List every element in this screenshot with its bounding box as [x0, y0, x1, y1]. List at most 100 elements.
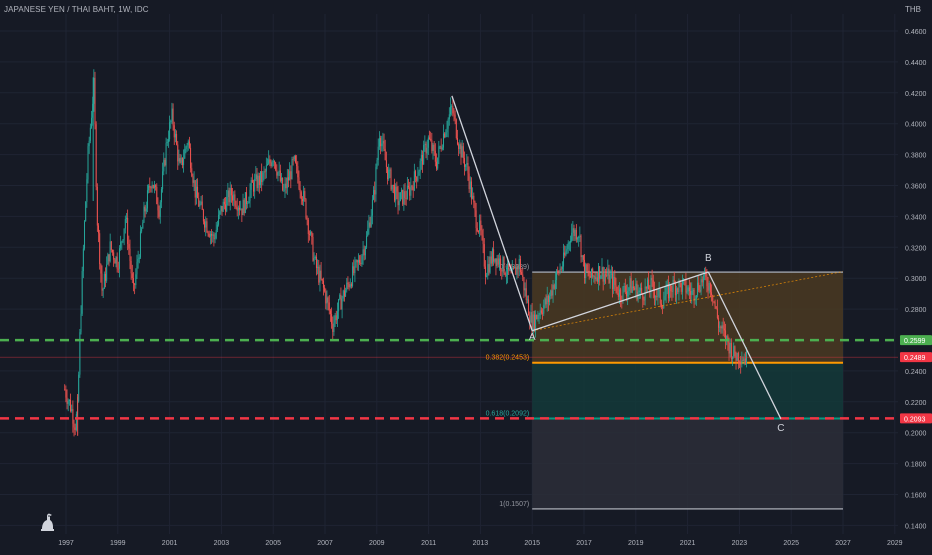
tradingview-logo-icon[interactable]: [38, 512, 56, 532]
candle-body: [204, 221, 206, 228]
candle-body: [401, 189, 403, 193]
candle-body: [208, 233, 210, 237]
candle-body: [518, 258, 520, 270]
candle-body: [691, 290, 693, 295]
candle-body: [286, 177, 288, 189]
x-tick-label: 2011: [421, 540, 436, 547]
candle-body: [430, 138, 432, 141]
candle-body: [416, 176, 418, 181]
candle-body: [587, 270, 589, 272]
candle-body: [643, 299, 645, 301]
candle-body: [93, 77, 95, 104]
candle-body: [498, 258, 500, 265]
candle-body: [143, 206, 145, 223]
candle-body: [700, 279, 702, 292]
y-tick-label: 0.3600: [905, 184, 927, 191]
candle-body: [477, 231, 479, 232]
candle-body: [98, 225, 100, 234]
candle-body: [681, 280, 683, 292]
candle-body: [360, 262, 362, 264]
candle-body: [404, 191, 406, 199]
price-tag[interactable]: [900, 352, 932, 363]
candle-body: [343, 290, 345, 297]
trend-dotted-line[interactable]: [532, 271, 844, 332]
wave-line[interactable]: [531, 271, 709, 332]
candle-body: [487, 264, 489, 276]
candle-body: [348, 284, 350, 288]
candle-body: [340, 294, 342, 310]
candle-body: [263, 171, 265, 173]
candle-body: [701, 279, 703, 283]
wave-line[interactable]: [451, 95, 533, 331]
y-tick-label: 0.3400: [905, 214, 927, 221]
candle-body: [449, 106, 451, 115]
candle-body: [261, 171, 263, 183]
candle-body: [382, 140, 384, 144]
candle-body: [582, 255, 584, 260]
candle-body: [244, 192, 246, 213]
candle-body: [199, 203, 201, 207]
candle-body: [229, 188, 231, 203]
candle-body: [371, 199, 373, 216]
candle-body: [577, 238, 579, 240]
candle-body: [194, 180, 196, 198]
symbol-title[interactable]: JAPANESE YEN / THAI BAHT, 1W, IDC: [4, 5, 149, 14]
candle-body: [741, 360, 743, 365]
candle-body: [179, 158, 181, 163]
candle-body: [317, 266, 319, 268]
candle-body: [515, 266, 517, 275]
candle-body: [233, 194, 235, 201]
candle-body: [391, 184, 393, 190]
candle-body: [516, 265, 518, 275]
candle-body: [667, 284, 669, 299]
candle-body: [627, 291, 629, 297]
candle-body: [388, 169, 390, 180]
candle-body: [271, 161, 273, 167]
candle-body: [148, 185, 150, 191]
candle-body: [220, 205, 222, 212]
candle-body: [206, 221, 208, 233]
candle-body: [409, 187, 411, 196]
candle-body: [658, 289, 660, 291]
candle-body: [253, 182, 255, 192]
candle-body: [326, 297, 328, 304]
candle-body: [628, 287, 630, 292]
candle-body: [547, 295, 549, 302]
y-tick-label: 0.2200: [905, 400, 927, 407]
price-tag[interactable]: [900, 413, 932, 424]
candle-body: [374, 190, 376, 195]
candle-body: [592, 268, 594, 277]
candle-body: [328, 302, 330, 311]
candle-body: [447, 119, 449, 129]
candle-body: [341, 298, 343, 310]
x-tick-label: 2001: [162, 540, 178, 547]
candle-body: [96, 186, 98, 226]
candle-body: [557, 270, 559, 272]
candle-body: [167, 139, 169, 143]
candle-body: [183, 158, 185, 166]
candle-body: [192, 176, 194, 183]
candle-body: [566, 248, 568, 251]
candle-body: [249, 189, 251, 202]
candle-body: [68, 399, 70, 402]
candle-body: [181, 157, 183, 166]
candle-body: [243, 199, 245, 213]
candle-body: [327, 297, 329, 303]
candle-body: [156, 186, 158, 205]
candle-body: [66, 397, 68, 404]
candle-body: [495, 258, 497, 267]
candle-body: [642, 293, 644, 300]
candle-body: [403, 191, 405, 205]
candle-body: [321, 278, 323, 281]
candle-body: [187, 141, 189, 146]
wave-line[interactable]: [707, 271, 782, 420]
candle-body: [129, 248, 131, 261]
candle-body: [235, 205, 237, 208]
candle-body: [291, 159, 293, 180]
candle-body: [223, 201, 225, 205]
candle-body: [136, 261, 138, 275]
price-tag[interactable]: [900, 335, 932, 346]
x-tick-label: 2023: [732, 540, 748, 547]
